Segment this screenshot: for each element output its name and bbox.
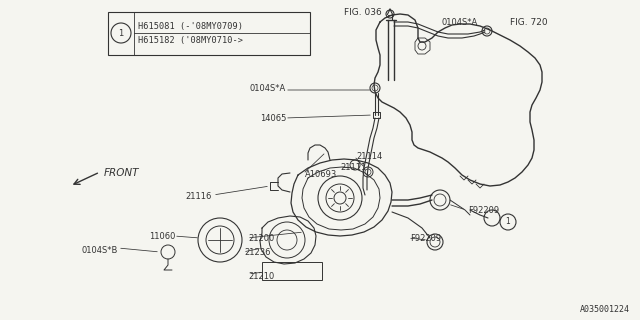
Text: 21116: 21116 xyxy=(186,192,212,201)
Text: 0104S*A: 0104S*A xyxy=(442,18,478,27)
Text: 21210: 21210 xyxy=(248,272,275,281)
Text: F92209: F92209 xyxy=(410,234,441,243)
Text: FRONT: FRONT xyxy=(104,168,140,178)
Text: FIG. 720: FIG. 720 xyxy=(510,18,548,27)
Bar xyxy=(108,12,310,55)
Text: FIG. 036: FIG. 036 xyxy=(344,8,381,17)
Text: 14065: 14065 xyxy=(260,114,286,123)
Bar xyxy=(262,262,322,280)
Text: H615182 ('08MY0710->: H615182 ('08MY0710-> xyxy=(138,36,243,45)
Text: 21236: 21236 xyxy=(244,248,271,257)
Text: 0104S*A: 0104S*A xyxy=(250,84,286,93)
Text: A10693: A10693 xyxy=(305,170,337,179)
Text: A035001224: A035001224 xyxy=(580,305,630,314)
Text: H615081 (-'08MY0709): H615081 (-'08MY0709) xyxy=(138,22,243,31)
Text: 0104S*B: 0104S*B xyxy=(82,246,118,255)
Text: F92209: F92209 xyxy=(468,206,499,215)
Text: 21200: 21200 xyxy=(248,234,275,243)
Text: 11060: 11060 xyxy=(148,232,175,241)
Text: 21114: 21114 xyxy=(356,152,382,161)
Text: 1: 1 xyxy=(118,28,124,37)
Text: 1: 1 xyxy=(506,218,510,227)
Text: 21111: 21111 xyxy=(340,163,366,172)
